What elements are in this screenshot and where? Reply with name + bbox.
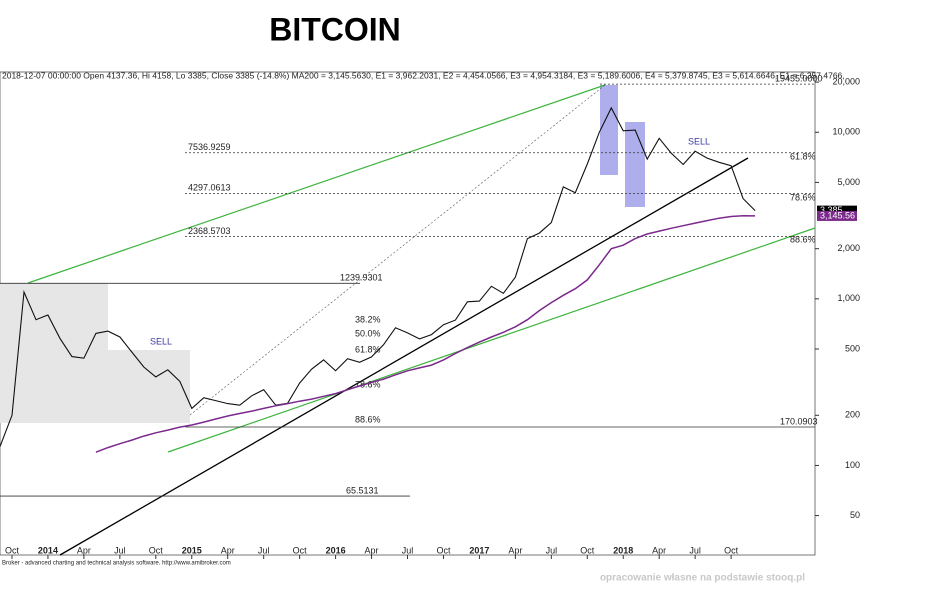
shaded-box (98, 350, 190, 423)
x-tick-label: Apr (221, 545, 235, 555)
x-tick-label: 2016 (326, 545, 346, 555)
y-tick-label: 10,000 (832, 127, 860, 137)
price-tag (817, 210, 857, 221)
source: opracowanie własne na podstawie stooq.pl (600, 573, 805, 584)
fib-label: 61.8% (790, 151, 816, 161)
price-tag-label: 3,145.56 (820, 210, 855, 220)
trend-line (59, 157, 749, 556)
level-label: 7536.9259 (188, 142, 231, 152)
y-tick-label: 5,000 (837, 177, 860, 187)
level-label: 19455.0000 (775, 73, 823, 83)
level-label: 65.5131 (346, 485, 379, 495)
decorations (0, 84, 816, 556)
trend-channel (27, 84, 606, 284)
projection-line (189, 84, 606, 416)
x-tick-label: Oct (436, 545, 451, 555)
x-tick-label: Jul (546, 545, 558, 555)
series-line (95, 215, 756, 453)
trend-channel (167, 227, 816, 453)
signal-label: SELL (150, 336, 172, 346)
x-tick-label: 2015 (182, 545, 202, 555)
series-line (0, 106, 756, 447)
y-tick-label: 1,000 (837, 293, 860, 303)
y-tick-label: 100 (845, 460, 860, 470)
x-tick-label: 2017 (469, 545, 489, 555)
y-tick-label: 20,000 (832, 76, 860, 86)
x-tick-label: Apr (508, 545, 522, 555)
x-tick-label: Apr (365, 545, 379, 555)
price-tag-label: 3,385 (820, 205, 843, 215)
y-tick-label: 50 (850, 510, 860, 520)
y-tick-label: 2,000 (837, 243, 860, 253)
info-line: 2018-12-07 00:00:00 Open 4137.36, Hi 415… (2, 70, 845, 80)
signal-label: SELL (688, 136, 710, 146)
x-tick-label: 2014 (38, 545, 58, 555)
y-tick-label: 500 (845, 343, 860, 353)
fib-label: 50.0% (355, 328, 381, 338)
x-tick-label: Jul (402, 545, 414, 555)
y-tick-label: 200 (845, 410, 860, 420)
fib-label: 38.2% (355, 314, 381, 324)
fib-label: 88.6% (355, 414, 381, 424)
fib-label: 78.6% (790, 192, 816, 202)
level-label: 170.0903 (780, 416, 818, 426)
highlight-box (600, 85, 618, 175)
level-label: 2368.5703 (188, 226, 231, 236)
x-tick-label: Jul (258, 545, 270, 555)
x-tick-label: Oct (724, 545, 739, 555)
x-tick-label: Apr (77, 545, 91, 555)
fib-label: 88.6% (790, 234, 816, 244)
x-tick-label: Oct (293, 545, 308, 555)
x-tick-label: Jul (689, 545, 701, 555)
level-label: 1239.9301 (340, 273, 383, 283)
chart-title: BITCOIN (269, 11, 401, 47)
x-tick-label: Oct (5, 545, 20, 555)
x-tick-label: 2018 (613, 545, 633, 555)
x-tick-label: Apr (652, 545, 666, 555)
x-tick-label: Jul (114, 545, 126, 555)
fib-label: 78.6% (355, 379, 381, 389)
x-tick-label: Oct (580, 545, 595, 555)
price-tag (817, 205, 857, 216)
footer: Broker - advanced charting and technical… (2, 561, 231, 567)
level-label: 4297.0613 (188, 183, 231, 193)
x-tick-label: Oct (149, 545, 164, 555)
highlight-box (625, 122, 645, 207)
fib-label: 61.8% (355, 344, 381, 354)
shaded-box (0, 283, 108, 423)
